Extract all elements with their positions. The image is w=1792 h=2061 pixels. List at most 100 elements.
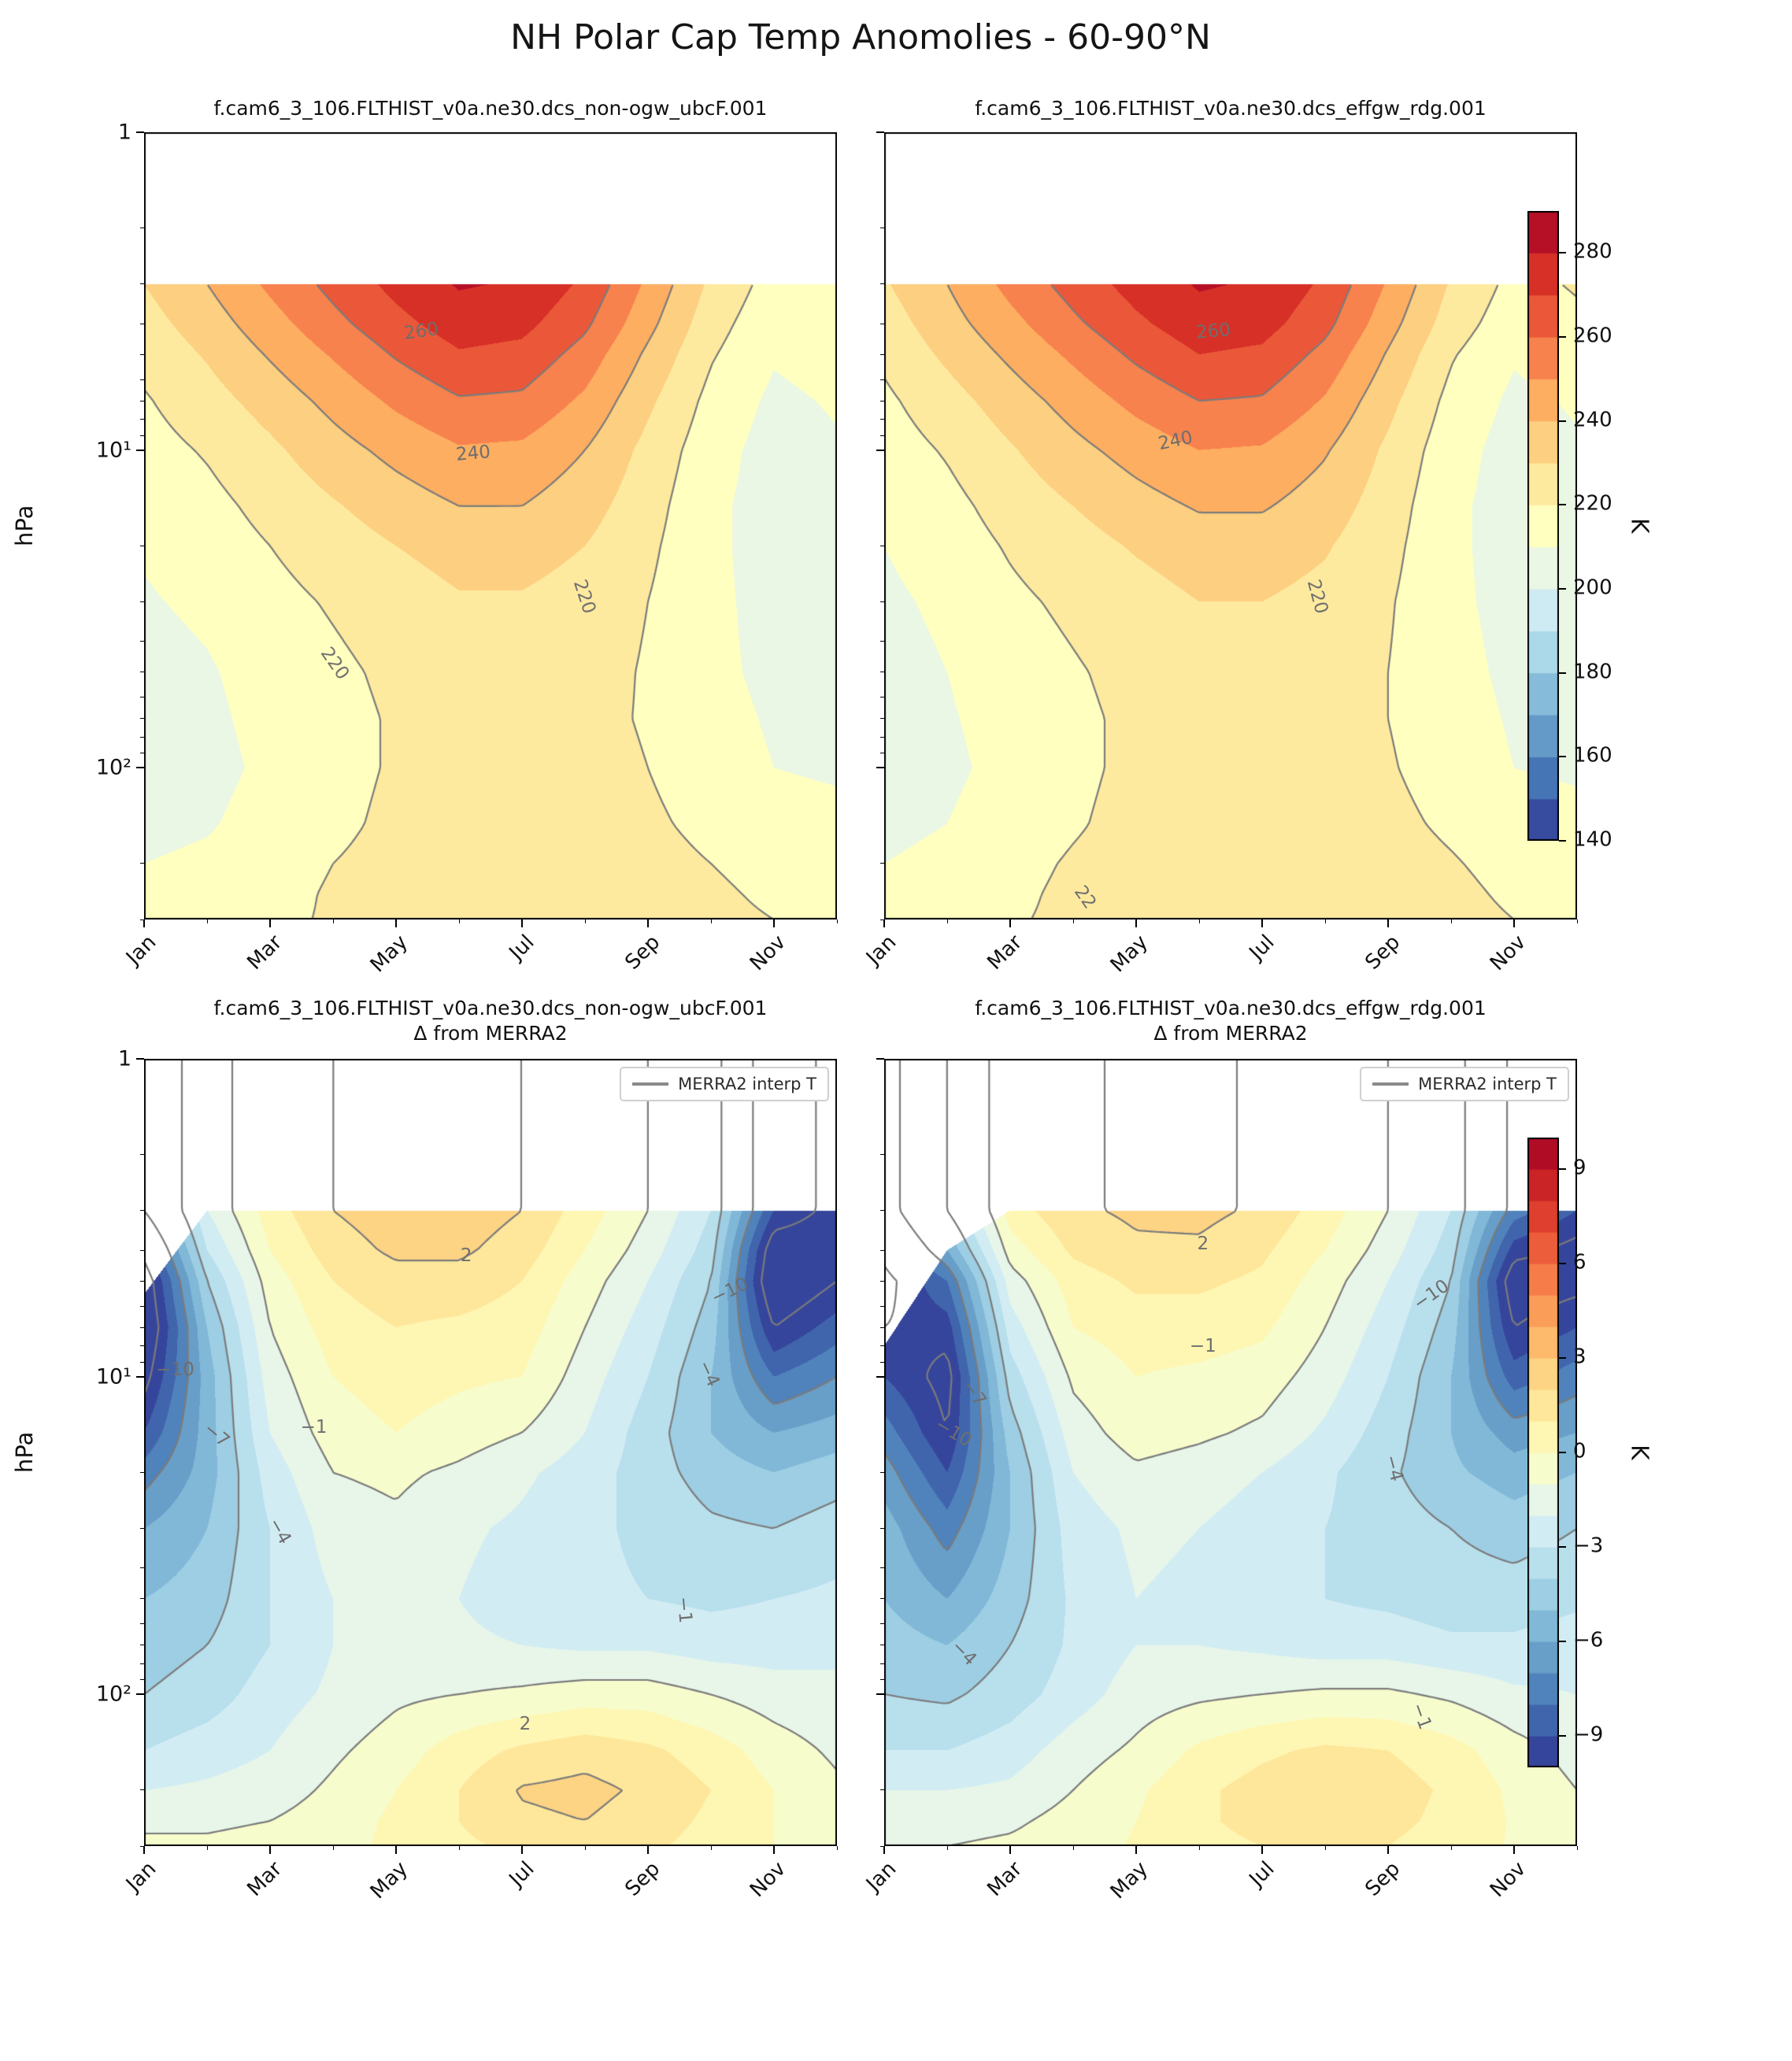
y-minor-tick-mark: [880, 379, 884, 380]
colorbar-anomaly: K −9 −6 −3 0 3 6 9: [1527, 1138, 1653, 1767]
x-minor-tick-mark: [710, 1846, 712, 1850]
x-tick-label: Jul: [504, 1857, 539, 1892]
x-tick-label: Jul: [1244, 931, 1279, 965]
y-minor-tick-mark: [140, 1345, 144, 1347]
y-tick-mark: [876, 1693, 884, 1696]
y-minor-tick-mark: [140, 1305, 144, 1307]
colorbar-tick-label: 3: [1573, 1345, 1587, 1369]
y-minor-tick-mark: [880, 601, 884, 602]
y-minor-tick-mark: [140, 1249, 144, 1251]
y-minor-tick-mark: [140, 1327, 144, 1328]
colorbar-unit-label: K: [1625, 1445, 1653, 1460]
x-minor-tick-mark: [584, 1846, 586, 1850]
y-minor-tick-mark: [880, 1845, 884, 1847]
y-minor-tick-mark: [880, 1249, 884, 1251]
x-tick-label: May: [1105, 1857, 1153, 1904]
panel-bottom-left: f.cam6_3_106.FLTHIST_v0a.ne30.dcs_non-og…: [11, 997, 838, 1904]
colorbar-tick-label: 200: [1573, 575, 1612, 600]
y-minor-tick-mark: [880, 1280, 884, 1282]
colorbar-tick-mark: [1559, 588, 1566, 590]
panel-title: f.cam6_3_106.FLTHIST_v0a.ne30.dcs_effgw_…: [884, 996, 1577, 1046]
y-minor-tick-mark: [140, 1210, 144, 1212]
x-minor-tick-mark: [836, 919, 838, 923]
x-tick-label: Jul: [504, 931, 539, 965]
y-minor-tick-mark: [880, 1663, 884, 1664]
colorbar-tick-mark: [1559, 1357, 1566, 1359]
contour-label: −10: [156, 1360, 194, 1380]
y-minor-tick-mark: [880, 1567, 884, 1569]
panel-bottom-right: f.cam6_3_106.FLTHIST_v0a.ne30.dcs_effgw_…: [862, 997, 1578, 1904]
x-tick-label: Sep: [1361, 1857, 1405, 1901]
contour-plot-canvas: [144, 1059, 837, 1846]
colorbar-tick-label: −9: [1573, 1722, 1604, 1747]
colorbar-tick-label: 220: [1573, 491, 1612, 516]
contour-label: −1: [300, 1417, 328, 1438]
colorbar-tick-label: −3: [1573, 1534, 1604, 1558]
y-minor-tick-mark: [880, 718, 884, 720]
y-tick-label: 10¹: [95, 438, 131, 463]
y-minor-tick-mark: [880, 1361, 884, 1363]
y-minor-tick-mark: [880, 1527, 884, 1529]
x-tick-mark: [1135, 1846, 1137, 1854]
y-minor-tick-mark: [880, 1679, 884, 1681]
y-tick-mark: [876, 1058, 884, 1060]
y-minor-tick-mark: [880, 353, 884, 355]
panel-title-line2: Δ from MERRA2: [1153, 1022, 1308, 1045]
y-minor-tick-mark: [140, 736, 144, 738]
x-tick-mark: [1387, 919, 1389, 927]
merra2-line-swatch: [1372, 1082, 1409, 1086]
colorbar-tick-mark: [1559, 672, 1566, 674]
y-axis-label: hPa: [11, 505, 38, 547]
panel-top-left: f.cam6_3_106.FLTHIST_v0a.ne30.dcs_non-og…: [11, 97, 838, 977]
panel-title: f.cam6_3_106.FLTHIST_v0a.ne30.dcs_effgw_…: [975, 97, 1487, 120]
merra2-line-swatch: [632, 1082, 669, 1086]
y-tick-label: 10²: [95, 755, 131, 780]
colorbar-tick-label: 9: [1573, 1156, 1587, 1180]
x-tick-label: Jan: [861, 1857, 902, 1896]
y-minor-tick-mark: [880, 736, 884, 738]
x-tick-mark: [1135, 919, 1137, 927]
x-tick-label: Mar: [243, 931, 287, 975]
panel-top-right: f.cam6_3_106.FLTHIST_v0a.ne30.dcs_effgw_…: [862, 97, 1578, 977]
x-tick-label: Jan: [121, 1857, 161, 1896]
x-tick-mark: [1261, 919, 1263, 927]
x-tick-mark: [395, 919, 397, 927]
contour-label: −1: [1189, 1336, 1216, 1356]
y-minor-tick-mark: [880, 1471, 884, 1473]
contour-label: 2: [519, 1714, 531, 1734]
x-minor-tick-mark: [1072, 1846, 1074, 1850]
y-tick-mark: [136, 131, 144, 133]
contour-plot-canvas: [884, 132, 1577, 919]
y-minor-tick-mark: [140, 1361, 144, 1363]
y-minor-tick-mark: [140, 1471, 144, 1473]
y-tick-label: 1: [117, 120, 131, 145]
legend-label: MERRA2 interp T: [678, 1075, 816, 1093]
colorbar-tick-label: 180: [1573, 660, 1612, 684]
panel-title-line1: f.cam6_3_106.FLTHIST_v0a.ne30.dcs_effgw_…: [975, 997, 1487, 1019]
y-tick-mark: [136, 1375, 144, 1378]
x-minor-tick-mark: [1324, 1846, 1326, 1850]
colorbar-tick-mark: [1559, 504, 1566, 506]
colorbar-tick-mark: [1559, 1263, 1566, 1264]
y-minor-tick-mark: [140, 1623, 144, 1625]
colorbar-tick-label: −6: [1573, 1628, 1604, 1652]
y-minor-tick-mark: [880, 283, 884, 285]
x-minor-tick-mark: [836, 1846, 838, 1850]
contour-plot-canvas: [884, 1059, 1577, 1846]
y-tick-mark: [136, 1693, 144, 1696]
y-minor-tick-mark: [880, 1327, 884, 1328]
x-minor-tick-mark: [1324, 919, 1326, 923]
y-minor-tick-mark: [140, 1154, 144, 1156]
legend-label: MERRA2 interp T: [1418, 1075, 1557, 1093]
y-tick-mark: [136, 449, 144, 451]
x-tick-label: Jan: [861, 931, 902, 970]
colorbar-tick-label: 280: [1573, 239, 1612, 264]
x-minor-tick-mark: [458, 919, 460, 923]
y-minor-tick-mark: [140, 1663, 144, 1664]
colorbar-tick-mark: [1559, 1641, 1566, 1642]
x-tick-label: Nov: [746, 1857, 791, 1903]
y-minor-tick-mark: [140, 1567, 144, 1569]
y-tick-mark: [876, 449, 884, 451]
panel-title: f.cam6_3_106.FLTHIST_v0a.ne30.dcs_non-og…: [144, 996, 837, 1046]
y-minor-tick-mark: [140, 419, 144, 420]
